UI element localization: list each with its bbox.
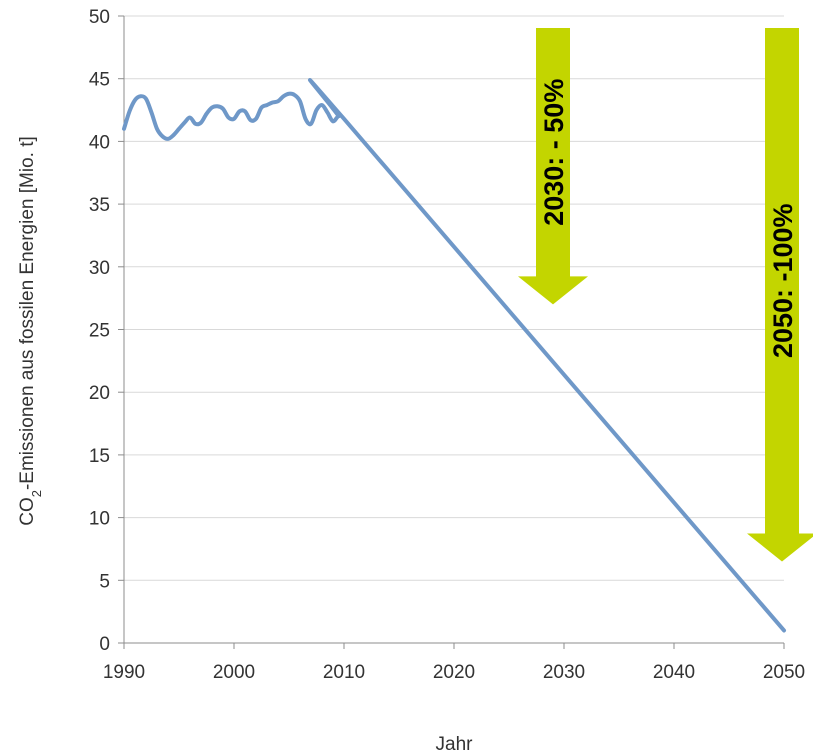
x-tick-label-1990: 1990	[103, 662, 145, 683]
y-axis-title-main: CO	[17, 497, 38, 526]
series-layer	[122, 78, 786, 633]
y-tick-label-15: 15	[89, 446, 110, 467]
y-tick-label-30: 30	[89, 258, 110, 279]
x-tick-labels: 1990 2000 2010 2020 2030 2040 2050	[103, 662, 805, 683]
annotation-arrow-0	[518, 28, 588, 305]
grid-lines	[124, 15, 784, 581]
annotation-label-1: 2050: -100%	[768, 203, 798, 358]
x-tick-label-2000: 2000	[213, 662, 255, 683]
y-tick-label-10: 10	[89, 509, 110, 530]
x-tick-label-2050: 2050	[763, 662, 805, 683]
y-tick-label-5: 5	[99, 571, 110, 592]
y-tick-label-50: 50	[89, 7, 110, 28]
y-tick-label-45: 45	[89, 70, 110, 91]
y-tick-label-35: 35	[89, 195, 110, 216]
x-tick-label-2040: 2040	[653, 662, 695, 683]
y-tick-label-20: 20	[89, 383, 110, 404]
annotation-arrows: 2030: - 50% 2050: -100%	[518, 28, 813, 562]
axes	[118, 15, 785, 649]
y-axis-title: CO2-Emissionen aus fossilen Energien [Mi…	[17, 136, 44, 526]
x-tick-label-2030: 2030	[543, 662, 585, 683]
x-axis-title: Jahr	[436, 734, 474, 755]
x-tick-label-2020: 2020	[433, 662, 475, 683]
annotation-arrow-1	[747, 28, 813, 562]
y-tick-label-40: 40	[89, 132, 110, 153]
y-tick-label-25: 25	[89, 321, 110, 342]
annotation-label-0: 2030: - 50%	[539, 79, 569, 226]
y-tick-labels: 0 5 10 15 20 25 30 35 40 45 50	[89, 7, 110, 655]
y-axis-title-subscript: 2	[29, 490, 44, 497]
y-tick-label-0: 0	[99, 634, 110, 655]
y-axis-title-rest: -Emissionen aus fossilen Energien [Mio. …	[17, 136, 38, 490]
series-line-0	[122, 78, 786, 633]
x-tick-label-2010: 2010	[323, 662, 365, 683]
